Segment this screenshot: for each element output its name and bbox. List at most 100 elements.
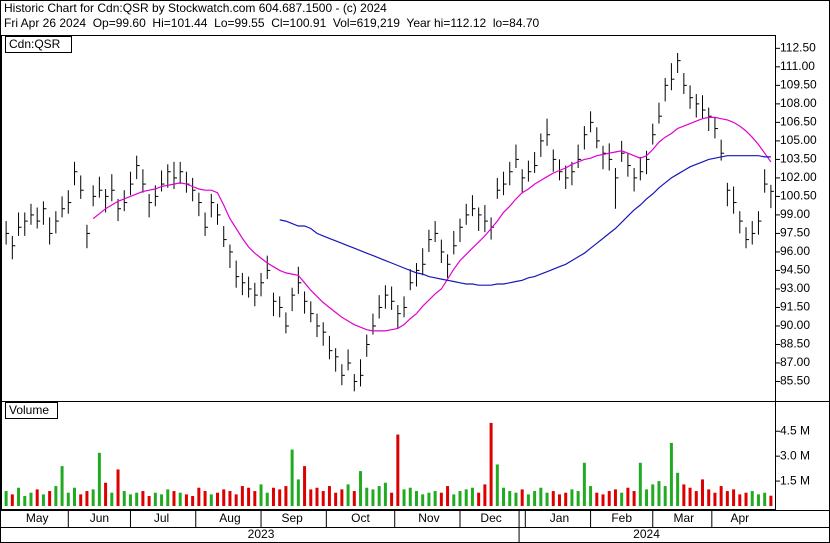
- volume-bar: [116, 469, 120, 506]
- volume-bar: [421, 494, 425, 506]
- volume-bar: [197, 487, 201, 506]
- y-tick-label: 93.00: [780, 281, 810, 295]
- volume-bar: [390, 492, 394, 506]
- y-tick-label: 94.50: [780, 263, 810, 277]
- volume-bar: [104, 482, 108, 506]
- volume-bar: [228, 491, 232, 506]
- x-tick-label: Jan: [550, 511, 569, 525]
- y-tick-label: 87.00: [780, 355, 810, 369]
- volume-bar: [427, 492, 431, 506]
- volume-bar: [402, 489, 406, 506]
- volume-bar: [73, 487, 77, 506]
- volume-bar: [352, 491, 356, 506]
- volume-bar: [520, 489, 524, 506]
- chart-subtitle: Fri Apr 26 2024 Op=99.60 Hi=101.44 Lo=99…: [4, 16, 540, 30]
- volume-bar: [172, 491, 176, 506]
- x-tick-label: Feb: [611, 511, 632, 525]
- x-tick-label: Dec: [480, 511, 501, 525]
- x-tick-label: Jun: [90, 511, 109, 525]
- y-tick-label: 85.50: [780, 374, 810, 388]
- volume-bar: [85, 491, 89, 506]
- volume-bar: [557, 494, 561, 506]
- x-tick-label: Jul: [154, 511, 169, 525]
- volume-bar: [284, 486, 288, 506]
- y-tick-label: 91.50: [780, 300, 810, 314]
- volume-bar: [539, 487, 543, 506]
- volume-bar: [340, 489, 344, 506]
- y-tick-label: 111.00: [780, 59, 815, 73]
- symbol-label: Cdn:QSR: [9, 37, 61, 51]
- volume-bar: [278, 489, 282, 506]
- y-tick-label: 106.50: [780, 115, 817, 129]
- volume-bar: [470, 487, 474, 506]
- volume-bar: [153, 492, 157, 506]
- y-tick-label: 96.00: [780, 244, 810, 258]
- x-tick-label: Mar: [674, 511, 695, 525]
- volume-bar: [744, 492, 748, 506]
- volume-bar: [645, 489, 649, 506]
- volume-bar: [576, 491, 580, 506]
- volume-bar: [663, 486, 667, 506]
- volume-bar: [66, 492, 70, 506]
- y-tick-label: 112.50: [780, 41, 816, 55]
- volume-bar: [54, 486, 58, 506]
- volume-bar: [17, 487, 21, 506]
- volume-bar: [477, 492, 481, 506]
- volume-bar: [309, 489, 313, 506]
- volume-bar: [383, 482, 387, 506]
- volume-bar: [676, 472, 680, 506]
- volume-bar: [651, 484, 655, 506]
- volume-bar: [29, 492, 33, 506]
- volume-bar: [489, 422, 493, 506]
- volume-bar: [433, 491, 437, 506]
- volume-bar: [483, 484, 487, 506]
- symbol-box: [5, 36, 72, 53]
- volume-bar: [10, 494, 14, 506]
- volume-bar: [688, 487, 692, 506]
- volume-bar: [414, 491, 418, 506]
- volume-bar: [632, 491, 636, 506]
- volume-bar: [551, 491, 555, 506]
- volume-bar: [601, 494, 605, 506]
- volume-bar: [321, 491, 325, 506]
- y-tick-label: 108.00: [780, 96, 817, 110]
- y-tick-label: 109.50: [780, 78, 817, 92]
- volume-bar: [365, 487, 369, 506]
- y-tick-label: 103.50: [780, 152, 817, 166]
- volume-bar: [626, 487, 630, 506]
- volume-bar: [253, 491, 257, 506]
- volume-bar: [23, 496, 27, 506]
- volume-bar: [564, 492, 568, 506]
- volume-bar: [396, 434, 400, 506]
- y-tick-label: 3.0 M: [780, 448, 810, 462]
- year-label: 2024: [633, 527, 660, 541]
- volume-bar: [514, 492, 518, 506]
- volume-bar: [4, 491, 8, 506]
- volume-bar: [669, 442, 673, 506]
- volume-bar: [458, 491, 462, 506]
- x-tick-label: May: [26, 511, 49, 525]
- volume-bar: [694, 491, 698, 506]
- y-tick-label: 99.00: [780, 207, 810, 221]
- volume-bar: [638, 462, 642, 506]
- y-tick-label: 88.50: [780, 337, 810, 351]
- volume-bar: [259, 484, 263, 506]
- y-tick-label: 1.5 M: [780, 473, 810, 487]
- y-tick-label: 100.50: [780, 189, 817, 203]
- volume-bar: [234, 494, 238, 506]
- volume-bar: [620, 492, 624, 506]
- moving-average: [279, 155, 771, 286]
- x-tick-label: Apr: [730, 511, 749, 525]
- y-tick-label: 102.00: [780, 170, 817, 184]
- x-tick-label: Oct: [351, 511, 370, 525]
- volume-bar: [265, 492, 269, 506]
- volume-bar: [128, 494, 132, 506]
- volume-bar: [713, 492, 717, 506]
- volume-bar: [222, 489, 226, 506]
- volume-bar: [533, 491, 537, 506]
- volume-bar: [184, 494, 188, 506]
- volume-bar: [657, 481, 661, 506]
- volume-bar: [346, 484, 350, 506]
- volume-bar: [60, 466, 64, 506]
